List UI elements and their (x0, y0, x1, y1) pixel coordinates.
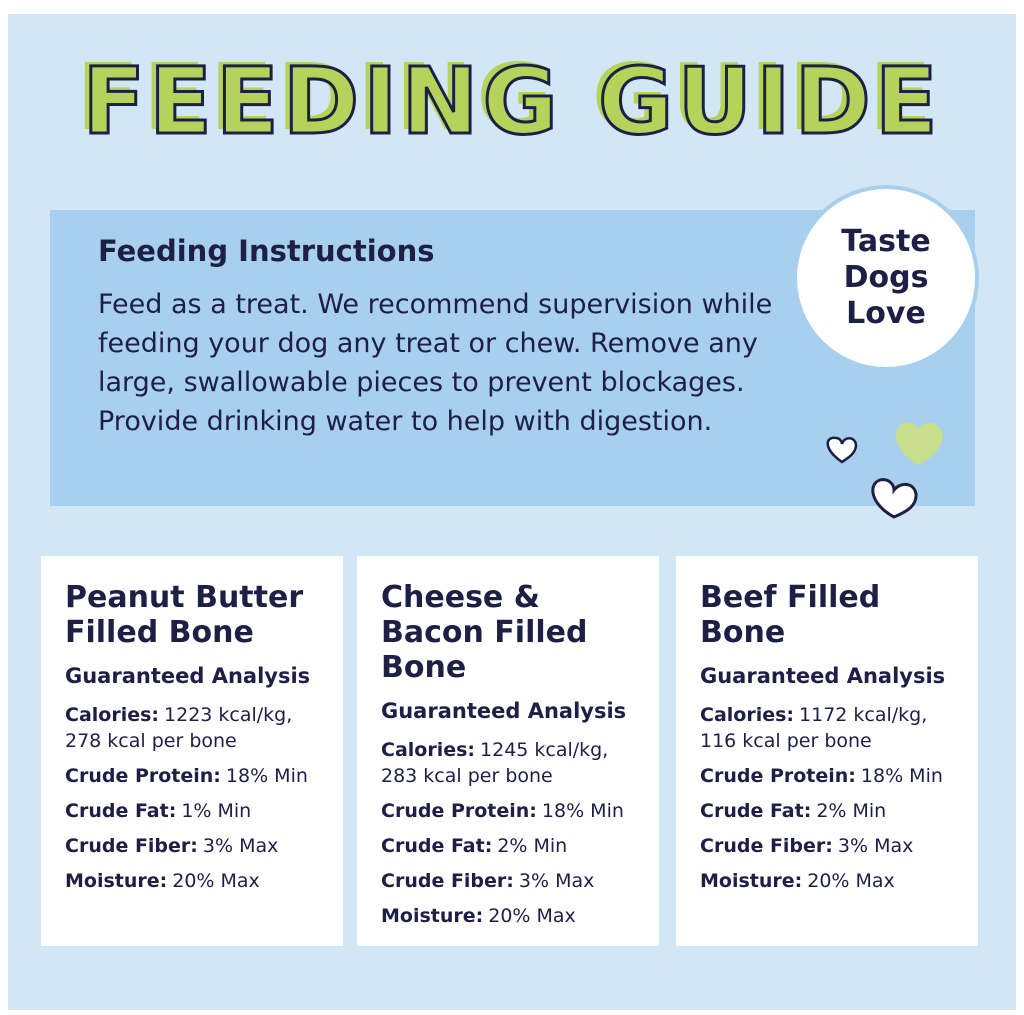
analysis-row: Crude Protein: 18% Min (65, 763, 333, 789)
row-value: 2% Min (816, 800, 887, 822)
row-value: 20% Max (807, 870, 895, 892)
analysis-row: Crude Protein: 18% Min (700, 763, 968, 789)
analysis-row: Crude Fat: 1% Min (65, 798, 333, 824)
card: Peanut Butter Filled Bone Guaranteed Anal… (41, 556, 343, 946)
instructions-heading: Feeding Instructions (98, 234, 435, 268)
row-value: 3% Max (837, 835, 914, 857)
row-value: 1172 kcal/kg, 116 kcal per bone (700, 704, 928, 752)
row-value: 3% Max (518, 870, 595, 892)
row-label: Crude Fiber: (65, 835, 198, 857)
instructions-text: Feed as a treat. We recommend supervisio… (98, 289, 773, 437)
analysis-row: Calories: 1223 kcal/kg, 278 kcal per bone (65, 702, 333, 754)
row-value: 3% Max (202, 835, 279, 857)
analysis-row: Moisture: 20% Max (381, 903, 649, 929)
badge-line: Dogs (843, 260, 929, 295)
title: FEEDING GUIDE (81, 47, 942, 157)
row-label: Moisture: (381, 905, 484, 927)
card-subtitle: Guaranteed Analysis (381, 699, 627, 723)
badge-line: Taste (841, 224, 931, 259)
row-label: Crude Protein: (381, 800, 537, 822)
row-label: Crude Fiber: (381, 870, 514, 892)
row-label: Calories: (700, 704, 795, 726)
card-title: Cheese & Bacon Filled Bone (381, 580, 588, 685)
card: Cheese & Bacon Filled Bone Guaranteed Ana… (357, 556, 659, 946)
analysis-row: Crude Fiber: 3% Max (65, 833, 333, 859)
analysis-row: Crude Fat: 2% Min (700, 798, 968, 824)
card-title: Peanut Butter Filled Bone (65, 580, 304, 650)
row-value: 1223 kcal/kg, 278 kcal per bone (65, 704, 293, 752)
row-label: Crude Fat: (65, 800, 177, 822)
row-value: 18% Min (541, 800, 624, 822)
analysis-row: Moisture: 20% Max (700, 868, 968, 894)
row-value: 1245 kcal/kg, 283 kcal per bone (381, 739, 609, 787)
row-label: Crude Protein: (65, 765, 221, 787)
card-subtitle: Guaranteed Analysis (700, 664, 946, 688)
card: Beef Filled Bone Guaranteed Analysis Calor… (676, 556, 978, 946)
row-label: Calories: (381, 739, 476, 761)
badge-line: Love (846, 296, 926, 331)
row-label: Moisture: (65, 870, 168, 892)
row-value: 20% Max (488, 905, 576, 927)
row-value: 20% Max (172, 870, 260, 892)
analysis-row: Moisture: 20% Max (65, 868, 333, 894)
card-title: Beef Filled Bone (700, 580, 881, 650)
row-label: Crude Protein: (700, 765, 856, 787)
analysis-row: Crude Fiber: 3% Max (700, 833, 968, 859)
row-value: 18% Min (225, 765, 308, 787)
analysis-row: Crude Fat: 2% Min (381, 833, 649, 859)
row-label: Crude Fat: (381, 835, 493, 857)
analysis-row: Crude Protein: 18% Min (381, 798, 649, 824)
analysis-row: Calories: 1172 kcal/kg, 116 kcal per bone (700, 702, 968, 754)
row-value: 1% Min (181, 800, 252, 822)
card-subtitle: Guaranteed Analysis (65, 664, 311, 688)
badge: Taste Dogs Love (793, 185, 979, 371)
row-label: Crude Fiber: (700, 835, 833, 857)
row-value: 2% Min (497, 835, 568, 857)
analysis-row: Calories: 1245 kcal/kg, 283 kcal per bone (381, 737, 649, 789)
row-label: Moisture: (700, 870, 803, 892)
analysis-row: Crude Fiber: 3% Max (381, 868, 649, 894)
row-label: Calories: (65, 704, 160, 726)
row-label: Crude Fat: (700, 800, 812, 822)
row-value: 18% Min (860, 765, 943, 787)
